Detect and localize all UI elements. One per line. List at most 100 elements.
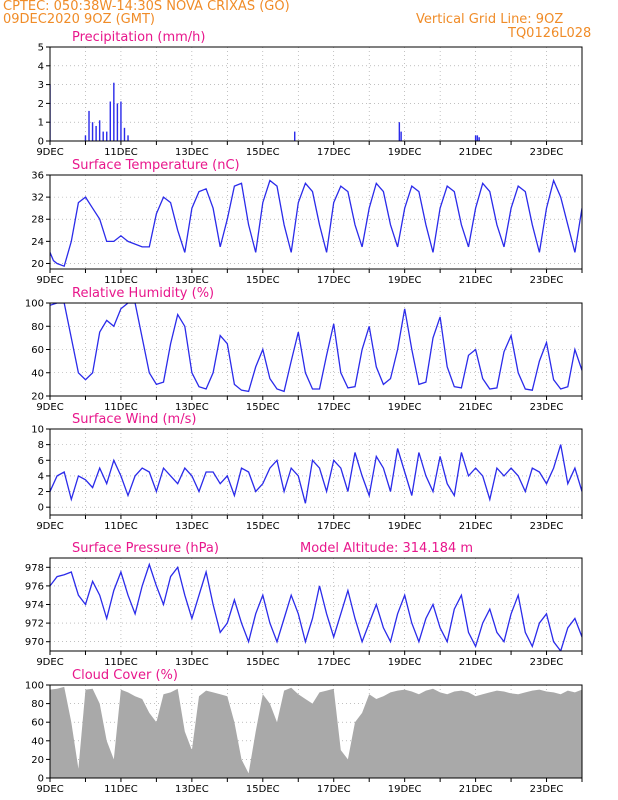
precip-xtick-label: 19DEC — [388, 147, 422, 158]
pressure-xtick-label: 11DEC — [104, 657, 138, 668]
pressure-xtick-label: 23DEC — [530, 657, 564, 668]
pressure-xtick-label: 15DEC — [246, 657, 280, 668]
temp-grid — [50, 175, 582, 269]
cloud-ytick-label: 100 — [25, 681, 44, 692]
precip-xtick-label: 11DEC — [104, 147, 138, 158]
precip-bar — [109, 101, 112, 141]
header-grid-note: Vertical Grid Line: 9OZ — [416, 12, 564, 27]
cloud-xtick-label: 21DEC — [459, 784, 493, 795]
pressure-ytick-label: 972 — [25, 619, 44, 630]
cloud-xtick-label: 15DEC — [246, 784, 280, 795]
cloud-title: Cloud Cover (%) — [72, 668, 178, 683]
cloud-ytick-label: 20 — [31, 755, 44, 766]
cloud-area — [50, 686, 582, 778]
panel-temp: 20 24 28 32 36 9DEC 11DEC 13DEC 15DEC 17DEC 19DEC 2… — [31, 158, 583, 286]
precip-frame — [49, 46, 583, 142]
precip-bar — [398, 122, 401, 141]
cloud-xtick-label: 23DEC — [530, 784, 564, 795]
precip-xtick-label: 17DEC — [317, 147, 351, 158]
cloud-ytick-label: 40 — [31, 736, 44, 747]
wind-ytick-label: 6 — [38, 456, 44, 467]
wind-frame — [49, 428, 583, 516]
wind-xtick-label: 23DEC — [530, 521, 564, 532]
precip-xtick-label: 9DEC — [36, 147, 63, 158]
precip-title: Precipitation (mm/h) — [72, 30, 205, 45]
panel-pressure: 970 972 974 976 978 9DEC 11DEC 13DEC 15DEC 17DEC 1… — [25, 541, 583, 668]
precip-ytick-label: 2 — [38, 99, 44, 110]
panel-precip: 0 1 2 3 4 5 9DEC 11DEC 13DEC 15DEC 17DEC 19DEC 21DEC… — [36, 30, 583, 158]
cloud-xtick-label: 17DEC — [317, 784, 351, 795]
cloud-xtick-label: 11DEC — [104, 784, 138, 795]
panel-wind: 0 2 4 6 8 10 9DEC 11DEC 13DEC 15DEC 17DEC 19DEC 21DE… — [31, 412, 583, 532]
wind-xtick-label: 15DEC — [246, 521, 280, 532]
rh-ytick-label: 40 — [31, 368, 44, 379]
wind-title: Surface Wind (m/s) — [72, 412, 196, 427]
panel-rh: 20 40 60 80 100 9DEC 11DEC 13DEC 15DEC 17DEC 19DEC… — [25, 286, 583, 413]
pressure-xtick-label: 17DEC — [317, 657, 351, 668]
cloud-xtick-label: 19DEC — [388, 784, 422, 795]
temp-xtick-label: 21DEC — [459, 275, 493, 286]
temp-xtick-label: 11DEC — [104, 275, 138, 286]
wind-xtick-label: 11DEC — [104, 521, 138, 532]
precip-bar — [127, 135, 129, 141]
temp-ytick-label: 36 — [31, 171, 44, 182]
cloud-xtick-label: 13DEC — [175, 784, 209, 795]
wind-xtick-label: 17DEC — [317, 521, 351, 532]
precip-bar — [474, 135, 477, 141]
wind-xtick-label: 13DEC — [175, 521, 209, 532]
precip-bar — [106, 131, 108, 141]
precip-ytick-label: 4 — [38, 61, 44, 72]
wind-ytick-label: 10 — [31, 425, 44, 436]
precip-bar — [95, 125, 97, 141]
pressure-xtick-label: 21DEC — [459, 657, 493, 668]
panel-cloud: 0 20 40 60 80 100 9DEC 11DEC 13DEC 15DEC 17DEC 19DE… — [25, 668, 583, 795]
pressure-xtick-label: 9DEC — [36, 657, 63, 668]
precip-bar — [294, 131, 296, 141]
temp-ytick-label: 28 — [31, 215, 44, 226]
temp-xtick-label: 13DEC — [175, 275, 209, 286]
precip-bar — [116, 103, 119, 141]
precip-bar — [400, 131, 402, 141]
cloud-ytick-label: 80 — [31, 699, 44, 710]
rh-ytick-label: 80 — [31, 322, 44, 333]
temp-frame — [49, 174, 583, 270]
pressure-line — [50, 562, 582, 651]
temp-line — [50, 178, 582, 268]
temp-xtick-label: 19DEC — [388, 275, 422, 286]
temp-title: Surface Temperature (nC) — [72, 158, 240, 173]
precip-bar — [88, 110, 90, 141]
precip-bar — [476, 135, 479, 141]
precip-xtick-label: 23DEC — [530, 147, 564, 158]
precip-bar — [102, 131, 104, 141]
wind-grid — [50, 429, 582, 515]
rh-ytick-label: 60 — [31, 345, 44, 356]
pressure-ytick-label: 974 — [25, 600, 44, 611]
precip-ytick-label: 3 — [38, 80, 44, 91]
pressure-ytick-label: 970 — [25, 637, 44, 648]
precip-xtick-label: 21DEC — [459, 147, 493, 158]
rh-ytick-label: 100 — [25, 299, 44, 310]
precip-bar — [98, 120, 101, 141]
rh-xtick-label: 13DEC — [175, 402, 209, 413]
temp-ytick-label: 24 — [31, 237, 44, 248]
wind-ytick-label: 4 — [38, 471, 44, 482]
wind-xtick-label: 21DEC — [459, 521, 493, 532]
rh-xtick-label: 9DEC — [36, 402, 63, 413]
cloud-xtick-label: 9DEC — [36, 784, 63, 795]
temp-ytick-label: 32 — [31, 193, 44, 204]
wind-xtick-label: 9DEC — [36, 521, 63, 532]
wind-xtick-label: 19DEC — [388, 521, 422, 532]
cloud-frame — [49, 684, 583, 779]
rh-xtick-label: 19DEC — [388, 402, 422, 413]
rh-title: Relative Humidity (%) — [72, 286, 214, 301]
precip-bar — [91, 122, 94, 141]
pressure-ytick-label: 978 — [25, 563, 44, 574]
cloud-ytick-label: 60 — [31, 718, 44, 729]
wind-line — [50, 444, 582, 504]
precip-xtick-label: 13DEC — [175, 147, 209, 158]
wind-ytick-label: 8 — [38, 440, 44, 451]
header-station: CPTEC: 050:38W-14:30S NOVA CRIXAS (GO) — [3, 0, 290, 14]
wind-ytick-label: 0 — [38, 503, 44, 514]
temp-xtick-label: 23DEC — [530, 275, 564, 286]
